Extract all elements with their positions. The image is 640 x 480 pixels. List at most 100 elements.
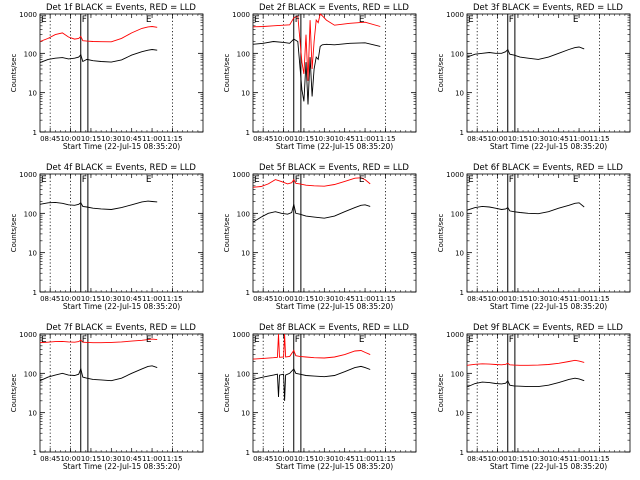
marker-label: E [254,15,260,25]
chart-panel-1: Det 1f BLACK = Events, RED = LLD 1 10 100 10… [10,3,204,151]
x-tick-label: 08:45 [253,295,273,303]
y-tick-label: 1 [246,449,250,457]
plot-frame [39,13,204,133]
x-tick-label: 11:15 [162,455,182,463]
x-axis-label: Start Time (22-Jul-15 08:35:20) [490,142,607,151]
x-tick-label: 10:30 [314,295,334,303]
events-series-line [39,200,158,210]
chart-panel-5: Det 5f BLACK = Events, RED = LLD 1 10 100 10… [223,163,417,311]
chart-title: Det 2f BLACK = Events, RED = LLD [259,3,409,13]
y-tick-label: 10 [455,410,464,418]
x-tick-label: 08:45 [253,135,273,143]
y-tick-label: 1 [460,289,464,297]
marker-label: E [573,175,579,185]
events-series-line [39,365,158,382]
y-tick-label: 10 [455,250,464,258]
y-tick-label: 100 [237,370,250,378]
chart-panel-7: Det 7f BLACK = Events, RED = LLD 1 10 100 10… [10,323,204,471]
y-axis-label: Counts/sec [10,214,18,253]
x-tick-label: 08:45 [467,295,487,303]
marker-label: F [295,175,300,185]
marker-label: E [146,335,152,345]
x-tick-label: 10:15 [81,135,101,143]
marker-label: E [359,335,365,345]
y-tick-label: 1 [246,129,250,137]
marker-label: E [468,335,474,345]
plot-frame [39,333,204,453]
chart-panel-4: Det 4f BLACK = Events, RED = LLD 1 10 100 10… [10,163,204,311]
y-tick-label: 1 [33,449,37,457]
x-tick-label: 10:30 [528,455,548,463]
x-tick-label: 10:30 [528,295,548,303]
y-tick-label: 10 [28,410,37,418]
marker-label: E [573,15,579,25]
y-axis-label: Counts/sec [223,54,231,93]
marker-label: F [509,335,514,345]
marker-label: F [82,15,87,25]
lld-series-line [252,13,381,81]
marker-label: E [146,15,152,25]
x-tick-label: 10:30 [528,135,548,143]
x-tick-label: 10:45 [335,455,355,463]
y-tick-label: 100 [237,50,250,58]
x-tick-label: 08:45 [253,455,273,463]
lld-series-line [39,338,158,344]
x-tick-label: 11:00 [142,135,162,143]
x-tick-label: 11:15 [589,455,609,463]
y-tick-label: 10 [455,90,464,98]
y-tick-label: 1000 [19,331,37,339]
x-axis-label: Start Time (22-Jul-15 08:35:20) [63,302,180,311]
y-tick-label: 1000 [19,11,37,19]
chart-title: Det 7f BLACK = Events, RED = LLD [46,323,196,333]
x-tick-label: 10:45 [549,135,569,143]
x-tick-label: 10:15 [81,455,101,463]
marker-label: F [295,335,300,345]
plot-frame [466,173,631,293]
x-tick-label: 10:45 [335,295,355,303]
y-axis-label: Counts/sec [437,54,445,93]
lld-series-line [252,333,371,360]
events-series-line [252,365,371,401]
x-tick-label: 11:15 [375,135,395,143]
events-series-line [252,204,371,223]
x-axis-label: Start Time (22-Jul-15 08:35:20) [276,302,393,311]
marker-label: E [468,15,474,25]
x-tick-label: 10:15 [294,295,314,303]
chart-title: Det 6f BLACK = Events, RED = LLD [473,163,623,173]
chart-panel-6: Det 6f BLACK = Events, RED = LLD 1 10 100 10… [437,163,631,311]
y-tick-label: 1000 [232,171,250,179]
x-axis-label: Start Time (22-Jul-15 08:35:20) [63,462,180,471]
x-tick-label: 10:45 [122,455,142,463]
x-tick-label: 10:00 [273,455,293,463]
x-tick-label: 10:00 [60,295,80,303]
y-tick-label: 10 [28,250,37,258]
x-axis-label: Start Time (22-Jul-15 08:35:20) [490,302,607,311]
y-tick-label: 1000 [232,11,250,19]
x-tick-label: 11:15 [162,135,182,143]
plot-frame [466,13,631,133]
x-tick-label: 10:15 [508,295,528,303]
y-tick-label: 1 [33,289,37,297]
x-tick-label: 10:15 [294,455,314,463]
y-tick-label: 1000 [446,331,464,339]
events-series-line [466,46,585,60]
y-axis-label: Counts/sec [223,214,231,253]
marker-label: F [82,335,87,345]
chart-panel-9: Det 9f BLACK = Events, RED = LLD 1 10 100 10… [437,323,631,471]
x-tick-label: 11:00 [142,455,162,463]
x-tick-label: 11:00 [355,295,375,303]
y-tick-label: 1000 [446,11,464,19]
lld-series-line [466,359,585,366]
y-tick-label: 100 [451,210,464,218]
events-series-line [466,202,585,215]
y-tick-label: 10 [28,90,37,98]
chart-title: Det 9f BLACK = Events, RED = LLD [473,323,623,333]
events-series-line [466,377,585,388]
chart-panel-2: Det 2f BLACK = Events, RED = LLD 1 10 100 10… [223,3,417,151]
x-tick-label: 10:00 [487,455,507,463]
x-tick-label: 11:15 [375,295,395,303]
lld-series-line [39,26,158,43]
x-tick-label: 10:15 [81,295,101,303]
y-tick-label: 1 [33,129,37,137]
lld-series-line [252,177,371,188]
